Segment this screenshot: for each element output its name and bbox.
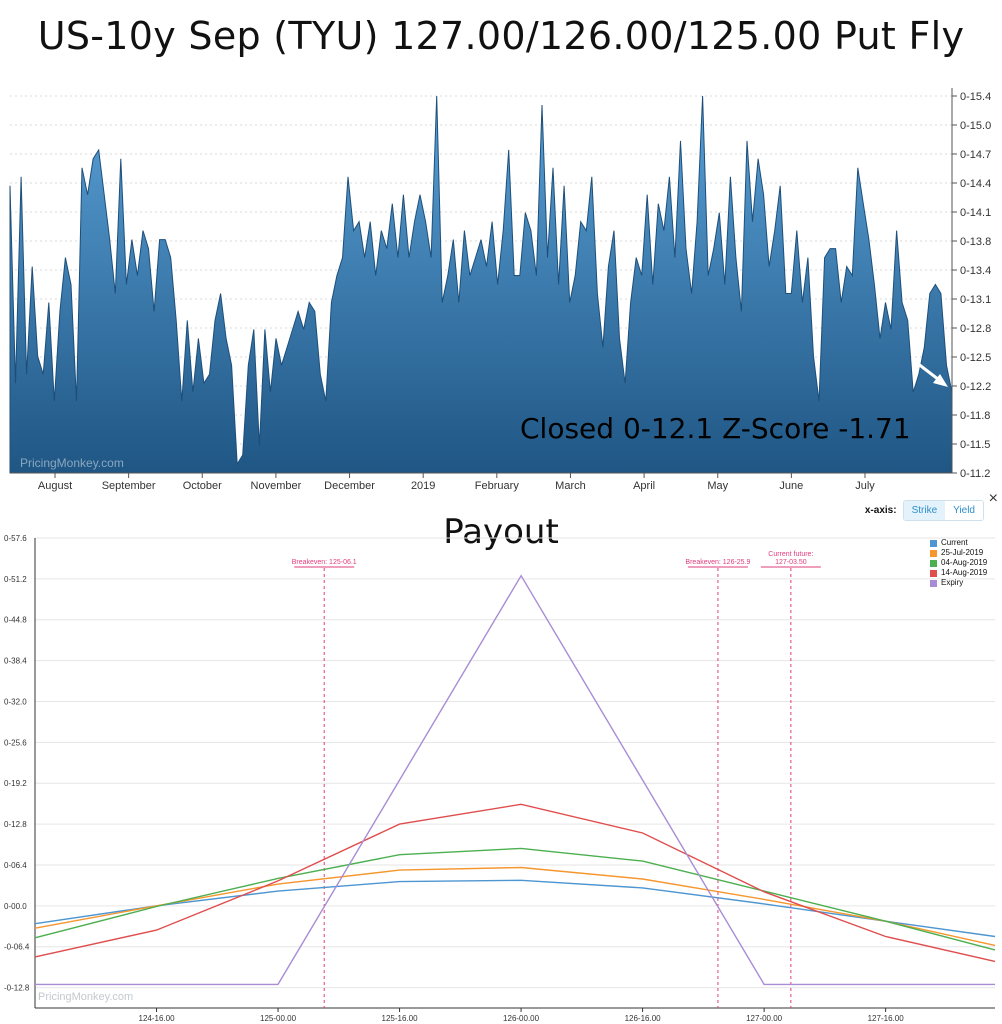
legend-label: 14-Aug-2019 [941,568,988,577]
top-y-tick-label: 0-12.5 [960,352,991,364]
series-line-04-aug-2019 [34,847,996,951]
legend-swatch [930,539,937,547]
marker-label: Breakeven: 126-25.9 [685,559,750,566]
payout-watermark: PricingMonkey.com [38,991,133,1003]
xaxis-toggle-group: Strike Yield [902,500,984,521]
top-y-axis: 0-15.4 0-15.0 0-14.7 0-14.4 0-14.1 0-13.8 0-13… [951,88,991,480]
series-line-25-jul-2019 [34,866,996,947]
top-y-tick-label: 0-14.7 [960,149,991,161]
arrow-icon [916,361,948,387]
top-y-tick-label: 0-13.4 [960,265,991,277]
payout-y-tick-label: 0-44.8 [4,616,27,625]
payout-chart: 0-57.6 0-51.2 0-44.8 0-38.4 0-32.0 0-25.6 0-19… [4,534,996,1023]
top-y-tick-label: 0-13.1 [960,294,991,306]
legend-swatch [930,549,937,557]
close-zscore-annotation: Closed 0-12.1 Z-Score -1.71 [520,412,911,445]
chart-title: US-10y Sep (TYU) 127.00/126.00/125.00 Pu… [37,14,965,58]
payout-y-tick-label: 0-06.4 [4,861,27,870]
marker-label: Current future: [768,551,813,558]
top-x-tick-label: April [633,480,655,492]
payout-y-tick-label: 0-51.2 [4,575,27,584]
legend-item[interactable]: Expiry [930,578,987,588]
payout-x-tick-label: 126-00.00 [503,1014,540,1023]
top-y-tick-label: 0-11.5 [960,439,990,451]
top-y-tick-label: 0-14.4 [960,178,991,190]
xaxis-toggle: x-axis: Strike Yield [865,500,984,521]
strike-toggle-button[interactable]: Strike [903,501,946,520]
top-x-tick-label: 2019 [411,480,435,492]
top-y-tick-label: 0-12.8 [960,323,991,335]
top-y-tick-label: 0-11.2 [960,468,990,480]
legend-item[interactable]: Current [930,538,987,548]
series-line-current [34,879,996,938]
marker-label: Breakeven: 125-06.1 [292,559,357,566]
top-x-tick-label: September [102,480,156,492]
legend-swatch [930,569,937,577]
payout-markers: Breakeven: 125-06.1 Breakeven: 126-25.9 Cu… [292,551,821,1008]
payout-y-tick-label: 0-00.0 [4,902,27,911]
legend-swatch [930,559,937,567]
payout-axes: 0-57.6 0-51.2 0-44.8 0-38.4 0-32.0 0-25.6 0-19… [4,534,995,1023]
legend-item[interactable]: 04-Aug-2019 [930,558,987,568]
payout-legend: Current 25-Jul-2019 04-Aug-2019 14-Aug-2019… [930,538,987,588]
payout-x-tick-label: 126-16.00 [625,1014,662,1023]
payout-grid [35,537,995,989]
legend-swatch [930,579,937,587]
top-y-tick-label: 0-13.8 [960,236,991,248]
top-y-tick-label: 0-15.4 [960,91,991,103]
top-x-tick-label: November [251,480,302,492]
marker-label: 127-03.50 [775,559,807,566]
series-line-expiry [35,574,995,986]
legend-item[interactable]: 25-Jul-2019 [930,548,987,558]
payout-lines [34,574,996,986]
legend-label: Expiry [941,578,964,587]
payout-x-tick-label: 125-00.00 [260,1014,297,1023]
top-x-tick-label: July [855,480,875,492]
legend-item[interactable]: 14-Aug-2019 [930,568,987,578]
xaxis-label: x-axis: [864,505,897,516]
payout-x-tick-label: 125-16.00 [382,1014,419,1023]
yield-toggle-button[interactable]: Yield [945,501,983,520]
payout-y-tick-label: 0-12.8 [4,820,27,829]
legend-label: Current [941,538,968,547]
payout-y-tick-label: 0-38.4 [4,657,27,666]
top-x-tick-label: June [779,480,803,492]
top-x-tick-label: February [475,480,520,492]
close-button[interactable]: × [988,490,998,507]
payout-x-tick-label: 127-00.00 [746,1014,783,1023]
series-line-14-aug-2019 [34,803,996,963]
price-area [9,95,953,474]
payout-y-tick-label: 0-19.2 [4,779,27,788]
payout-title: Payout [443,512,559,552]
top-y-tick-label: 0-12.2 [960,381,991,393]
payout-y-tick-label: 0-57.6 [4,534,27,543]
top-watermark: PricingMonkey.com [20,456,124,470]
price-history-chart: 0-15.4 0-15.0 0-14.7 0-14.4 0-14.1 0-13.8 0-13… [9,88,991,492]
top-x-tick-label: May [707,480,728,492]
top-x-axis: August September October November December 20… [10,472,952,492]
payout-y-tick-label: -0-12.8 [4,984,30,993]
top-y-tick-label: 0-15.0 [960,120,991,132]
top-x-tick-label: August [38,480,72,492]
top-x-tick-label: December [324,480,375,492]
top-y-tick-label: 0-11.8 [960,410,990,422]
payout-y-tick-label: 0-25.6 [4,738,27,747]
top-y-tick-label: 0-14.1 [960,207,991,219]
top-x-tick-label: March [555,480,586,492]
legend-label: 25-Jul-2019 [941,548,984,557]
price-area-path [9,95,953,474]
payout-y-tick-label: 0-32.0 [4,697,27,706]
legend-label: 04-Aug-2019 [941,558,988,567]
payout-x-tick-label: 127-16.00 [868,1014,905,1023]
payout-y-tick-label: -0-06.4 [4,943,30,952]
payout-x-tick-label: 124-16.00 [139,1014,176,1023]
top-x-tick-label: October [183,480,222,492]
